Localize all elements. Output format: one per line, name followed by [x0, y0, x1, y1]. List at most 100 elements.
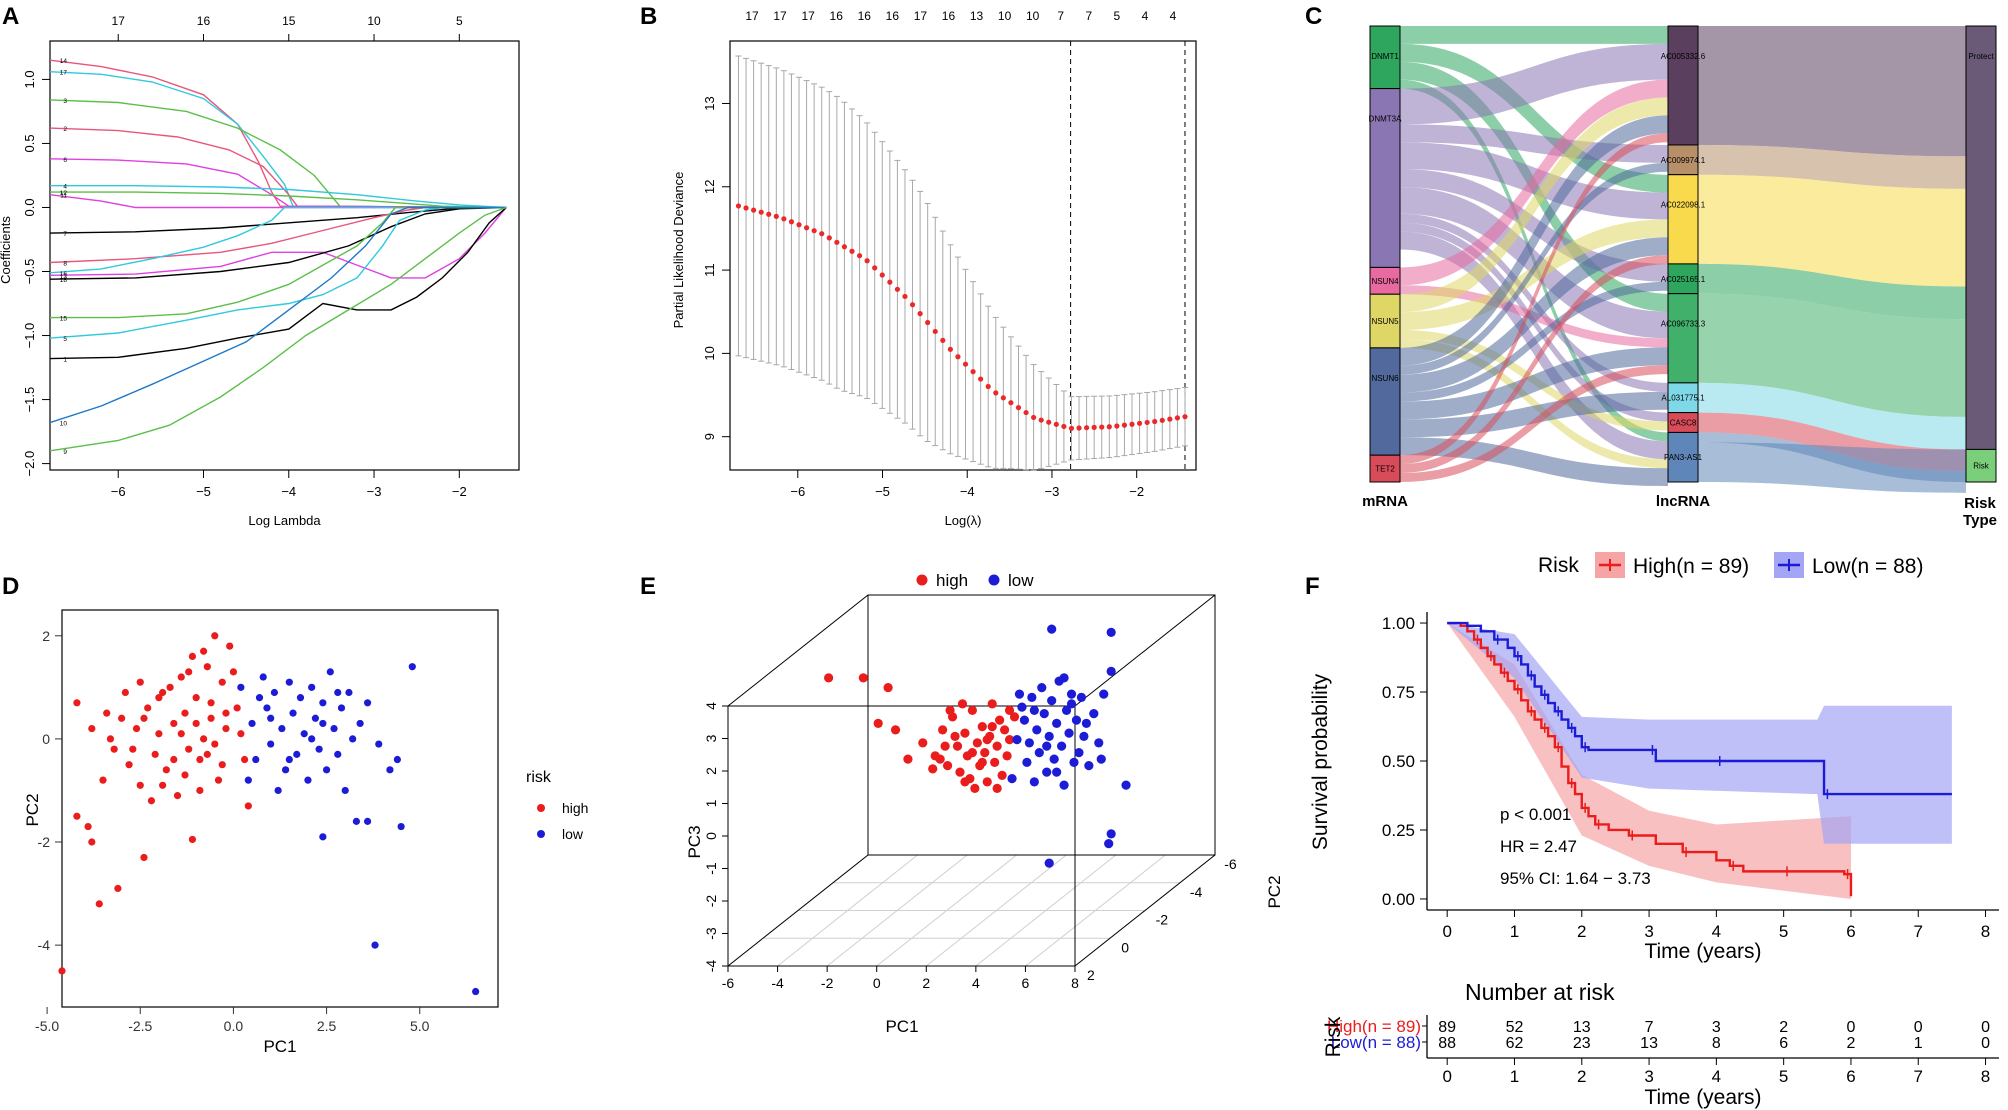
x-tick-label: -6: [722, 975, 735, 991]
legend-marker: [537, 830, 545, 838]
high-risk-point: [935, 754, 945, 764]
risk-node-label: Protect: [1968, 52, 1994, 61]
legend-title: Risk: [1538, 554, 1579, 577]
x-tick-label: 2.5: [317, 1018, 337, 1034]
y-tick-label: 11: [702, 263, 717, 277]
confidence-band: [1447, 623, 1851, 899]
stats-annotation: p < 0.001: [1500, 805, 1571, 824]
high-risk-point: [84, 822, 92, 831]
high-risk-point: [873, 718, 883, 728]
x-tick-label: -2.5: [128, 1018, 152, 1034]
mrna-lncrna-flow: [1400, 281, 1668, 402]
risk-table-count: 89: [1438, 1019, 1456, 1036]
low-risk-point: [349, 735, 357, 743]
high-risk-point: [992, 741, 1002, 751]
high-risk-point: [883, 683, 893, 693]
low-risk-point: [267, 740, 275, 748]
high-risk-point: [1009, 712, 1020, 722]
deviance-point: [978, 376, 984, 382]
risk-table-count: 52: [1506, 1019, 1524, 1036]
lncrna-node: [1667, 382, 1699, 414]
z-tick-label: -6: [1224, 856, 1237, 872]
top-tick-label: 17: [773, 9, 787, 23]
y-axis-label: PC3: [685, 825, 704, 858]
low-risk-point: [311, 714, 320, 722]
low-risk-point: [1121, 780, 1131, 790]
plot-frame: [49, 40, 520, 471]
high-risk-point: [192, 719, 200, 728]
high-risk-point: [185, 745, 193, 753]
lncrna-node-label: AC025165.1: [1661, 275, 1706, 284]
low-risk-point: [1076, 692, 1087, 702]
mrna-node: [1369, 293, 1401, 349]
z-tick-label: -4: [1190, 884, 1203, 900]
mrna-node: [1369, 454, 1401, 483]
high-risk-point: [192, 694, 200, 702]
low-risk-point: [1084, 761, 1094, 771]
risk-table-count: 13: [1573, 1019, 1591, 1036]
x-tick-label: −4: [960, 484, 975, 499]
x-tick-label: 5: [1779, 922, 1788, 941]
low-risk-point: [285, 755, 293, 764]
high-risk-point: [960, 728, 970, 738]
lncrna-risk-flow: [1698, 382, 1966, 450]
low-risk-point: [281, 766, 290, 774]
panel-label-a: A: [2, 3, 19, 30]
risk-node-label: Risk: [1973, 462, 1990, 471]
coef-line: [49, 206, 507, 424]
y-tick-label: 2: [42, 628, 50, 644]
high-risk-point: [196, 755, 204, 764]
high-risk-point: [211, 632, 219, 640]
mrna-node-label: TET2: [1375, 465, 1395, 474]
lncrna-node-label: PAN3-AS1: [1664, 453, 1703, 462]
high-risk-point: [99, 776, 107, 784]
low-risk-point: [1059, 673, 1069, 683]
lncrna-node-label: AC096733.3: [1661, 320, 1706, 329]
risk-table-x-tick-label: 7: [1914, 1067, 1923, 1086]
high-risk-point: [960, 777, 970, 787]
high-risk-point: [977, 757, 987, 767]
x-axis-label: PC1: [263, 1037, 296, 1056]
deviance-point: [917, 311, 923, 317]
deviance-point: [1106, 424, 1112, 430]
high-risk-point: [147, 797, 156, 805]
low-risk-point: [1034, 748, 1044, 758]
box-edge: [727, 594, 869, 707]
low-risk-point: [1017, 702, 1027, 712]
deviance-point: [743, 205, 749, 211]
x-tick-label: 0: [1442, 922, 1451, 941]
deviance-point: [1129, 421, 1135, 427]
low-risk-point: [319, 833, 327, 841]
high-risk-point: [999, 725, 1010, 735]
low-risk-point: [1049, 754, 1059, 764]
low-risk-point: [1099, 689, 1109, 699]
lncrna-node: [1667, 263, 1699, 295]
risk-table-title: Number at risk: [1465, 979, 1615, 1005]
risk-table-count: 2: [1779, 1019, 1788, 1036]
x-axis-label: Time (years): [1644, 940, 1761, 963]
x-tick-label: 3: [1644, 922, 1653, 941]
high-risk-point: [207, 714, 215, 722]
low-risk-point: [1106, 666, 1116, 676]
coef-line: [49, 207, 507, 279]
low-risk-point: [300, 730, 308, 738]
low-risk-point: [345, 688, 353, 697]
low-risk-point: [263, 704, 271, 712]
x-tick-label: −4: [281, 484, 296, 499]
lncrna-node: [1667, 144, 1699, 176]
lncrna-risk-flow: [1698, 293, 1966, 417]
top-tick-label: 15: [282, 14, 296, 28]
low-risk-point: [1039, 709, 1049, 719]
mrna-node-label: DNMT3A: [1369, 115, 1403, 124]
x-tick-label: -2: [821, 975, 834, 991]
top-tick-label: 4: [1142, 9, 1149, 23]
mrna-lncrna-flow: [1400, 169, 1668, 282]
pca-3d-plot: -6 -4 -2 0 2 4 6 8-4-3-2-101234-6-4-202PC1PC3PC…: [685, 571, 1284, 1036]
risk-table-count: 62: [1506, 1035, 1524, 1052]
low-risk-point: [1029, 705, 1039, 715]
deviance-point: [1121, 422, 1128, 428]
risk-table-count: 2: [1846, 1035, 1855, 1052]
lncrna-risk-flow: [1698, 442, 1966, 493]
low-risk-point: [408, 663, 416, 671]
plot-frame: [729, 40, 1197, 471]
